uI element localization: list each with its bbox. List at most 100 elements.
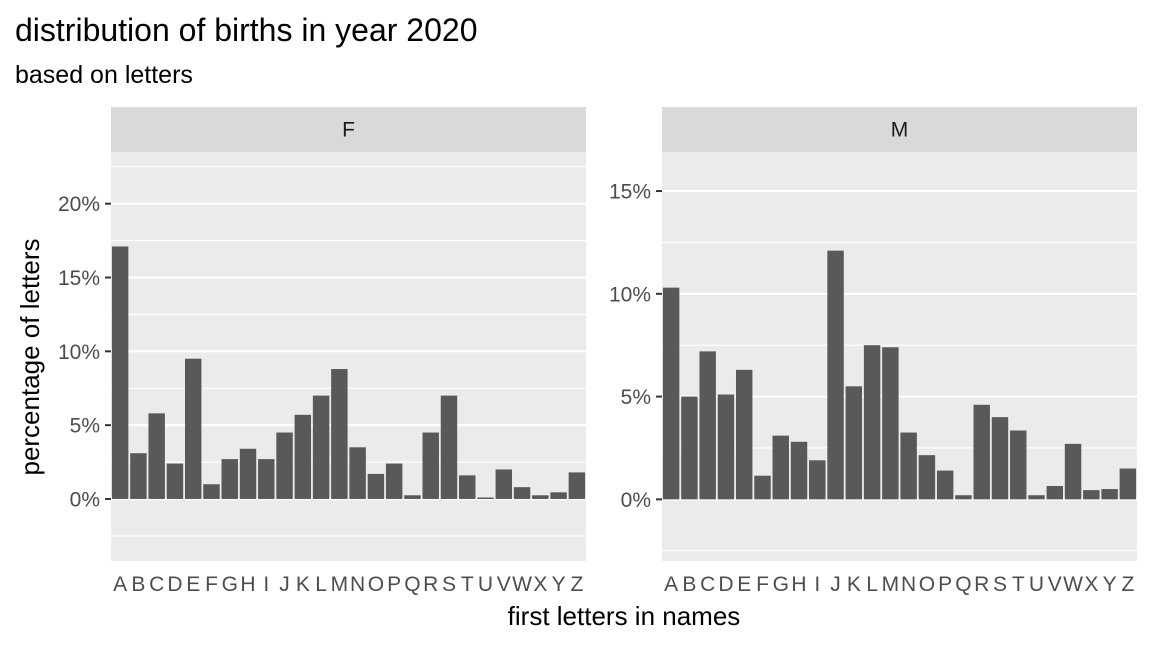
x-tick-label: S — [993, 573, 1007, 596]
bar-m-b — [681, 396, 698, 500]
x-tick-label: W — [512, 573, 532, 596]
x-tick-label: O — [368, 573, 384, 596]
bar-f-e — [184, 358, 202, 499]
x-tick-label: P — [938, 573, 952, 596]
x-tick-label: B — [682, 573, 696, 596]
x-tick-label: T — [461, 573, 474, 596]
bar-f-a — [111, 246, 129, 499]
x-tick-label: Y — [1103, 573, 1117, 596]
x-tick-label: N — [901, 573, 916, 596]
bar-f-k — [294, 414, 312, 499]
y-tick-label: 20% — [58, 193, 100, 216]
x-tick-label: W — [1063, 573, 1083, 596]
x-tick-label: O — [919, 573, 935, 596]
bar-f-g — [221, 459, 238, 499]
bar-m-a — [662, 287, 680, 500]
x-tick-label: C — [700, 573, 715, 596]
bar-m-v — [1046, 485, 1064, 500]
x-tick-label: K — [847, 573, 861, 596]
x-tick-label: E — [186, 573, 200, 596]
x-tick-label: N — [350, 573, 365, 596]
x-tick-label: Z — [570, 573, 583, 596]
bar-f-v — [495, 469, 513, 499]
x-tick-label: G — [222, 573, 238, 596]
bar-f-w — [513, 487, 531, 499]
bar-m-p — [936, 470, 954, 500]
bar-f-l — [312, 395, 330, 499]
bar-f-m — [331, 369, 348, 499]
facet-strip-m — [662, 107, 1137, 152]
x-tick-label: E — [737, 573, 751, 596]
x-tick-label: M — [331, 573, 349, 596]
bar-f-j — [276, 432, 293, 499]
x-tick-label: A — [113, 573, 127, 596]
facet-strip-label: M — [891, 119, 909, 142]
y-tick-label: 10% — [58, 341, 100, 364]
bar-f-p — [385, 463, 403, 499]
facet-strip-label: F — [342, 119, 355, 142]
x-tick-label: X — [1084, 573, 1098, 596]
bar-f-d — [166, 463, 184, 499]
x-tick-label: X — [533, 573, 547, 596]
bar-m-k — [845, 386, 863, 500]
y-tick-label: 0% — [621, 489, 651, 512]
chart-title: distribution of births in year 2020 — [15, 12, 477, 48]
bar-m-m — [882, 347, 899, 500]
bar-m-w — [1064, 443, 1082, 500]
bar-m-f — [754, 475, 771, 500]
x-tick-label: V — [497, 573, 511, 596]
bar-m-n — [900, 432, 917, 500]
bar-m-l — [863, 345, 881, 500]
x-tick-label: B — [131, 573, 145, 596]
bar-f-h — [239, 448, 257, 499]
bar-f-i — [258, 459, 275, 499]
bar-m-t — [1010, 430, 1027, 500]
x-tick-label: Q — [955, 573, 971, 596]
y-tick-label: 10% — [609, 283, 651, 306]
x-tick-label: J — [830, 573, 841, 596]
x-tick-label: U — [478, 573, 493, 596]
x-tick-label: P — [387, 573, 401, 596]
bar-m-y — [1101, 489, 1118, 500]
x-tick-label: G — [773, 573, 789, 596]
bar-m-d — [717, 394, 735, 500]
x-tick-label: V — [1048, 573, 1062, 596]
panel-f: F0%5%10%15%20%A B C D E F G H I J K L M N O P Q R S T U V W X Y Z — [58, 107, 586, 596]
bar-m-g — [772, 435, 789, 500]
bar-f-s — [440, 395, 458, 499]
y-axis-title: percentage of letters — [15, 238, 45, 475]
bar-m-z — [1119, 468, 1137, 500]
bar-m-r — [973, 404, 990, 500]
bar-m-c — [699, 351, 716, 500]
facet-strip-f — [111, 107, 586, 152]
x-tick-label: Y — [552, 573, 566, 596]
x-tick-label: J — [279, 573, 290, 596]
y-tick-label: 15% — [58, 267, 100, 290]
x-tick-label: F — [756, 573, 769, 596]
bar-m-e — [735, 369, 753, 500]
bar-f-u — [477, 497, 494, 499]
bar-f-x — [532, 495, 549, 499]
bar-m-s — [991, 417, 1009, 500]
bar-m-i — [809, 460, 826, 500]
panel-m: M0%5%10%15%A B C D E F G H I J K L M N O P Q R S T U V W X Y Z — [609, 107, 1137, 596]
x-tick-label: M — [882, 573, 900, 596]
bar-f-z — [568, 472, 586, 499]
x-tick-label: R — [974, 573, 989, 596]
bar-f-c — [148, 413, 165, 499]
x-tick-label: D — [718, 573, 733, 596]
x-tick-label: H — [791, 573, 806, 596]
bar-f-r — [422, 432, 439, 499]
bar-f-f — [203, 484, 220, 499]
x-tick-label: Z — [1121, 573, 1134, 596]
y-tick-label: 15% — [609, 181, 651, 204]
x-tick-label: D — [167, 573, 182, 596]
x-tick-label: C — [149, 573, 164, 596]
x-tick-label: K — [296, 573, 310, 596]
bar-f-b — [130, 453, 147, 499]
x-tick-label: Q — [404, 573, 420, 596]
bar-m-j — [827, 250, 844, 500]
bar-m-o — [918, 455, 936, 500]
bar-m-u — [1028, 495, 1045, 500]
